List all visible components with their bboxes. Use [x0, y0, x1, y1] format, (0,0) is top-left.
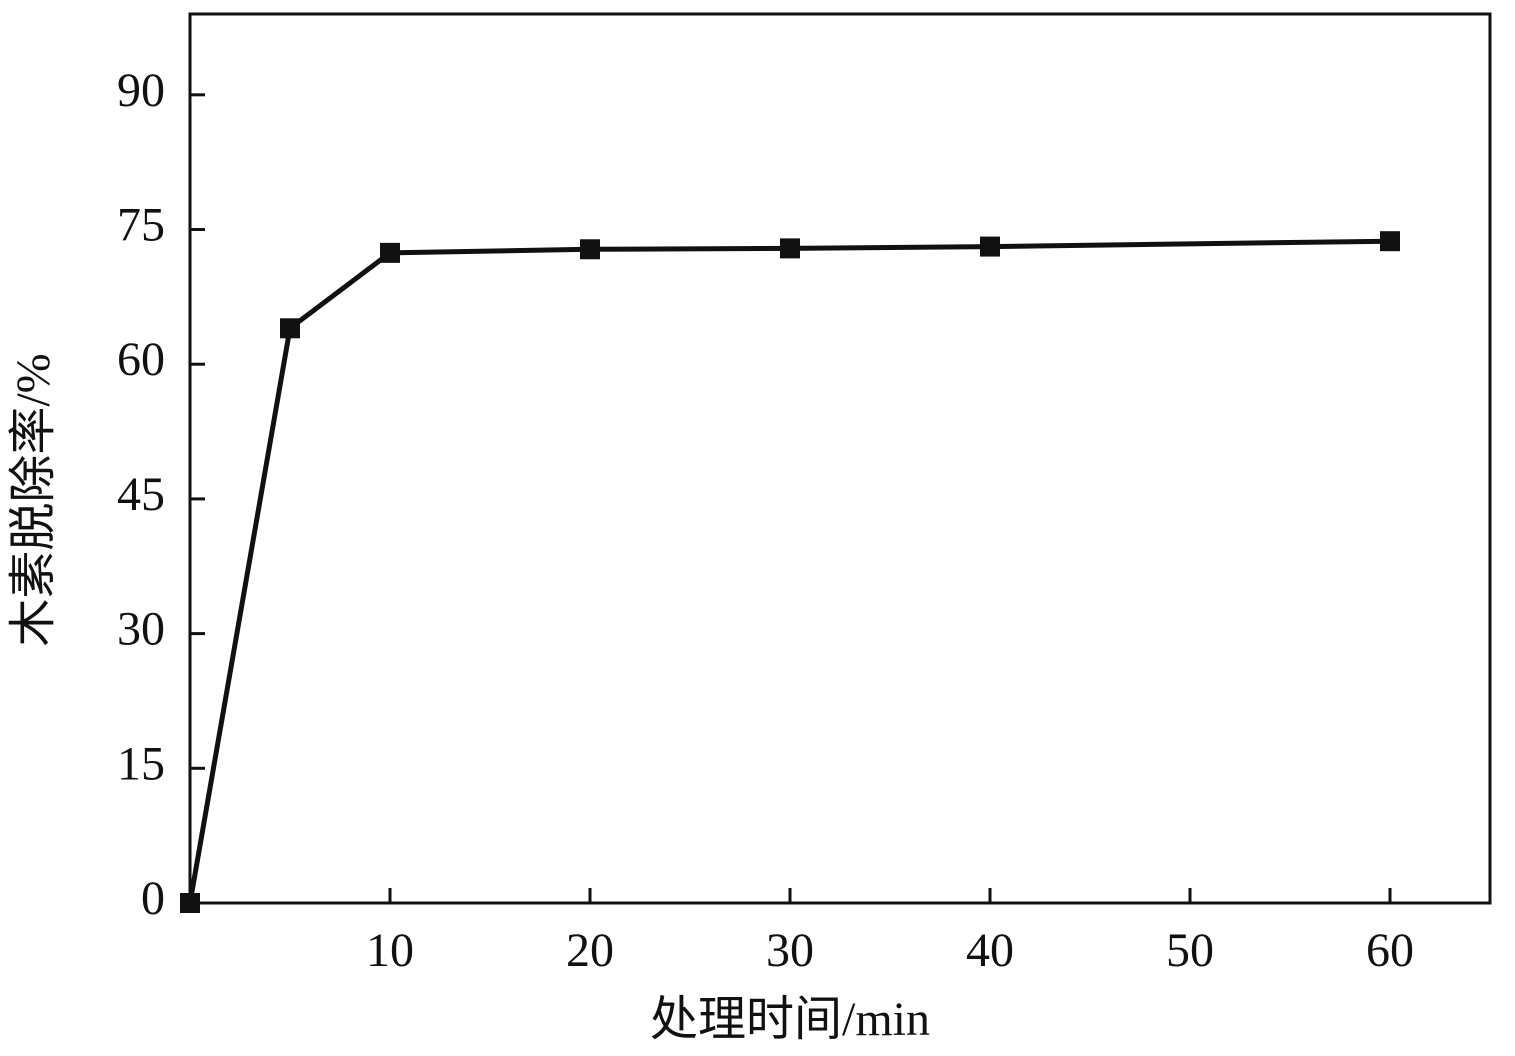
data-marker [180, 893, 200, 913]
x-tick-label: 50 [1166, 924, 1214, 977]
x-axis-label: 处理时间/min [650, 993, 930, 1046]
data-marker [280, 318, 300, 339]
x-tick-label: 20 [566, 924, 614, 977]
y-tick-label: 75 [117, 199, 165, 252]
plot-frame [188, 12, 1492, 905]
data-marker [780, 238, 800, 259]
data-marker [380, 242, 400, 263]
y-tick-label: 60 [117, 333, 165, 386]
x-tick-label: 10 [366, 924, 414, 977]
y-tick-label: 30 [117, 603, 165, 656]
data-marker [1380, 231, 1400, 252]
y-tick-label: 90 [117, 64, 165, 117]
y-tick-label: 0 [141, 872, 165, 925]
data-marker [980, 236, 1000, 257]
y-tick-label: 45 [117, 468, 165, 521]
y-tick-label: 15 [117, 737, 165, 790]
data-marker [580, 239, 600, 260]
x-tick-label: 60 [1366, 924, 1414, 977]
y-axis-label: 木素脱除率/% [7, 353, 60, 646]
x-tick-label: 30 [766, 924, 814, 977]
x-tick-label: 40 [966, 924, 1014, 977]
data-line [187, 238, 1391, 904]
